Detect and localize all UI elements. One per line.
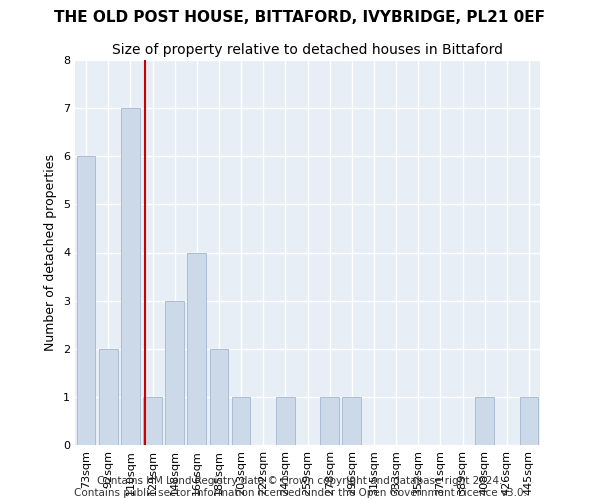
Bar (121, 108, 140, 445)
Bar (209, 349, 229, 445)
Title: Size of property relative to detached houses in Bittaford: Size of property relative to detached ho… (112, 44, 503, 58)
Bar (320, 397, 339, 445)
Bar (276, 397, 295, 445)
Bar (143, 397, 162, 445)
Bar (475, 397, 494, 445)
Bar (520, 397, 538, 445)
Text: THE OLD POST HOUSE, BITTAFORD, IVYBRIDGE, PL21 0EF: THE OLD POST HOUSE, BITTAFORD, IVYBRIDGE… (55, 10, 545, 25)
Bar (99, 349, 118, 445)
Bar (77, 156, 95, 445)
Bar (343, 397, 361, 445)
Bar (232, 397, 250, 445)
Y-axis label: Number of detached properties: Number of detached properties (44, 154, 58, 351)
Bar (187, 252, 206, 445)
Text: Contains HM Land Registry data © Crown copyright and database right 2024.
Contai: Contains HM Land Registry data © Crown c… (74, 476, 526, 498)
Bar (165, 300, 184, 445)
